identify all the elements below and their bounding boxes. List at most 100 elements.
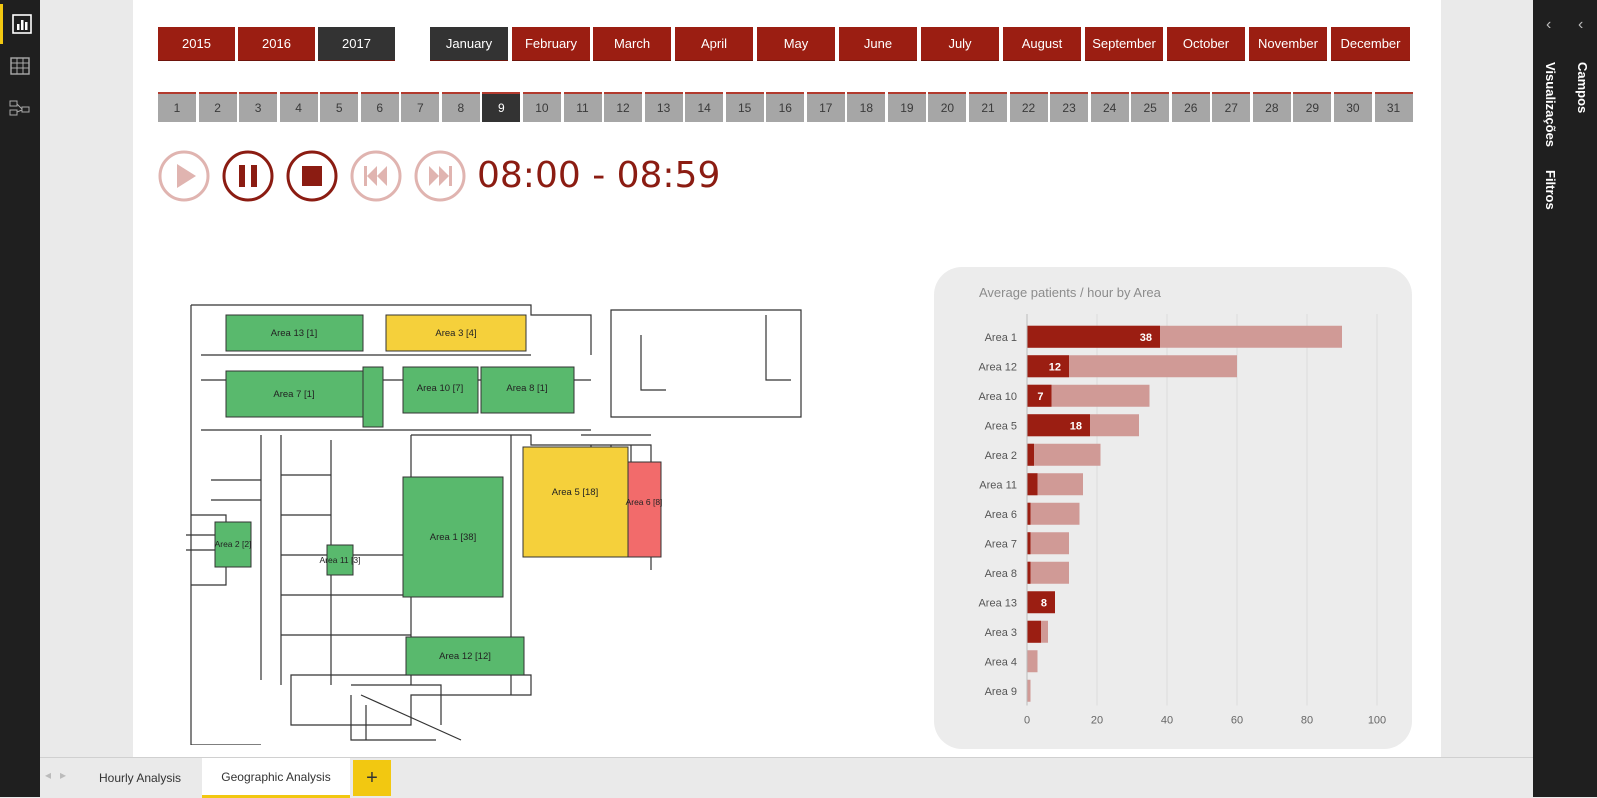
bar-value[interactable] bbox=[1027, 620, 1041, 643]
visualizations-pane-label[interactable]: Visualizações bbox=[1543, 62, 1558, 148]
month-button-june[interactable]: June bbox=[839, 27, 917, 61]
month-button-january[interactable]: January bbox=[430, 27, 508, 61]
area-11-room[interactable] bbox=[326, 544, 354, 576]
day-button-10[interactable]: 10 bbox=[522, 92, 561, 122]
day-button-4[interactable]: 4 bbox=[279, 92, 318, 122]
day-button-7[interactable]: 7 bbox=[401, 92, 440, 122]
stop-icon[interactable] bbox=[286, 150, 338, 202]
bar-background[interactable] bbox=[1027, 679, 1031, 702]
fields-pane-label[interactable]: Campos bbox=[1575, 62, 1590, 114]
day-button-9[interactable]: 9 bbox=[482, 92, 521, 122]
day-button-17[interactable]: 17 bbox=[806, 92, 845, 122]
day-button-31[interactable]: 31 bbox=[1374, 92, 1413, 122]
area-2-room[interactable] bbox=[214, 521, 252, 568]
pause-icon[interactable] bbox=[222, 150, 274, 202]
bar-background[interactable] bbox=[1027, 355, 1237, 378]
bar-value[interactable] bbox=[1027, 591, 1055, 614]
month-button-april[interactable]: April bbox=[675, 27, 753, 61]
month-button-november[interactable]: November bbox=[1249, 27, 1327, 61]
bar-value[interactable] bbox=[1027, 384, 1052, 407]
day-button-5[interactable]: 5 bbox=[320, 92, 359, 122]
day-button-16[interactable]: 16 bbox=[766, 92, 805, 122]
day-button-28[interactable]: 28 bbox=[1252, 92, 1291, 122]
day-button-12[interactable]: 12 bbox=[604, 92, 643, 122]
bar-value[interactable] bbox=[1027, 473, 1038, 496]
bar-value[interactable] bbox=[1027, 414, 1090, 437]
day-button-23[interactable]: 23 bbox=[1050, 92, 1089, 122]
month-button-december[interactable]: December bbox=[1331, 27, 1410, 61]
day-button-19[interactable]: 19 bbox=[887, 92, 926, 122]
data-label: 18 bbox=[1070, 420, 1082, 432]
data-view-button[interactable] bbox=[0, 46, 40, 86]
bar-background[interactable] bbox=[1027, 532, 1069, 555]
area-1-room[interactable] bbox=[402, 476, 504, 598]
bar-background[interactable] bbox=[1027, 384, 1150, 407]
day-button-20[interactable]: 20 bbox=[928, 92, 967, 122]
day-button-30[interactable]: 30 bbox=[1333, 92, 1372, 122]
day-button-18[interactable]: 18 bbox=[847, 92, 886, 122]
day-button-14[interactable]: 14 bbox=[685, 92, 724, 122]
day-button-29[interactable]: 29 bbox=[1293, 92, 1332, 122]
average-patients-chart-card[interactable]: Average patients / hour by Area 0 20 40 60 8… bbox=[934, 267, 1412, 749]
month-button-september[interactable]: September bbox=[1085, 27, 1163, 61]
area-7-annex bbox=[362, 366, 384, 428]
day-button-24[interactable]: 24 bbox=[1090, 92, 1129, 122]
floor-plan-rooms bbox=[214, 314, 662, 676]
year-button-2015[interactable]: 2015 bbox=[158, 27, 235, 61]
day-button-11[interactable]: 11 bbox=[563, 92, 602, 122]
play-icon[interactable] bbox=[158, 150, 210, 202]
category-label: Area 7 bbox=[985, 538, 1017, 550]
skip-forward-icon[interactable] bbox=[414, 150, 466, 202]
day-button-1[interactable]: 1 bbox=[158, 92, 196, 122]
bar-background[interactable] bbox=[1027, 473, 1083, 496]
day-button-27[interactable]: 27 bbox=[1212, 92, 1251, 122]
bar-background[interactable] bbox=[1027, 502, 1080, 525]
tabs-scroll-left-icon[interactable]: ◂ bbox=[45, 768, 52, 782]
bar-background[interactable] bbox=[1027, 443, 1101, 466]
filters-pane-label[interactable]: Filtros bbox=[1543, 170, 1558, 210]
day-button-3[interactable]: 3 bbox=[239, 92, 278, 122]
day-button-22[interactable]: 22 bbox=[1009, 92, 1048, 122]
area-8-room[interactable] bbox=[480, 366, 575, 414]
bar-value[interactable] bbox=[1027, 532, 1031, 555]
model-view-button[interactable] bbox=[0, 88, 40, 128]
day-button-2[interactable]: 2 bbox=[198, 92, 237, 122]
report-view-button[interactable] bbox=[0, 4, 40, 44]
bar-background[interactable] bbox=[1027, 650, 1038, 673]
area-6-room[interactable] bbox=[627, 461, 662, 558]
tabs-scroll-right-icon[interactable]: ▸ bbox=[60, 768, 67, 782]
area-13-room[interactable] bbox=[225, 314, 364, 352]
skip-back-icon[interactable] bbox=[350, 150, 402, 202]
year-button-2016[interactable]: 2016 bbox=[238, 27, 315, 61]
month-button-march[interactable]: March bbox=[593, 27, 671, 61]
area-7-room[interactable] bbox=[225, 370, 364, 418]
add-page-button[interactable]: + bbox=[353, 760, 391, 796]
collapse-visualizations-icon[interactable]: ‹ bbox=[1546, 16, 1552, 33]
month-button-october[interactable]: October bbox=[1167, 27, 1245, 61]
tab-geographic-analysis[interactable]: Geographic Analysis bbox=[202, 758, 350, 798]
bar-value[interactable] bbox=[1027, 325, 1160, 348]
tab-hourly-analysis[interactable]: Hourly Analysis bbox=[98, 771, 182, 785]
area-10-room[interactable] bbox=[402, 366, 479, 414]
collapse-fields-icon[interactable]: ‹ bbox=[1578, 16, 1584, 33]
bar-value[interactable] bbox=[1027, 443, 1034, 466]
bar-value[interactable] bbox=[1027, 355, 1069, 378]
day-button-21[interactable]: 21 bbox=[969, 92, 1007, 122]
area-5-room[interactable] bbox=[522, 446, 629, 558]
day-button-15[interactable]: 15 bbox=[725, 92, 764, 122]
bar-value[interactable] bbox=[1027, 561, 1031, 584]
day-button-6[interactable]: 6 bbox=[360, 92, 399, 122]
area-12-room[interactable] bbox=[405, 636, 525, 676]
month-button-july[interactable]: July bbox=[921, 27, 999, 61]
month-button-may[interactable]: May bbox=[757, 27, 835, 61]
month-button-august[interactable]: August bbox=[1003, 27, 1081, 61]
year-button-2017[interactable]: 2017 bbox=[318, 27, 395, 61]
day-button-13[interactable]: 13 bbox=[644, 92, 683, 122]
area-3-room[interactable] bbox=[385, 314, 527, 352]
day-button-26[interactable]: 26 bbox=[1171, 92, 1210, 122]
bar-value[interactable] bbox=[1027, 502, 1031, 525]
day-button-25[interactable]: 25 bbox=[1131, 92, 1170, 122]
month-button-february[interactable]: February bbox=[512, 27, 590, 61]
bar-background[interactable] bbox=[1027, 561, 1069, 584]
day-button-8[interactable]: 8 bbox=[441, 92, 480, 122]
